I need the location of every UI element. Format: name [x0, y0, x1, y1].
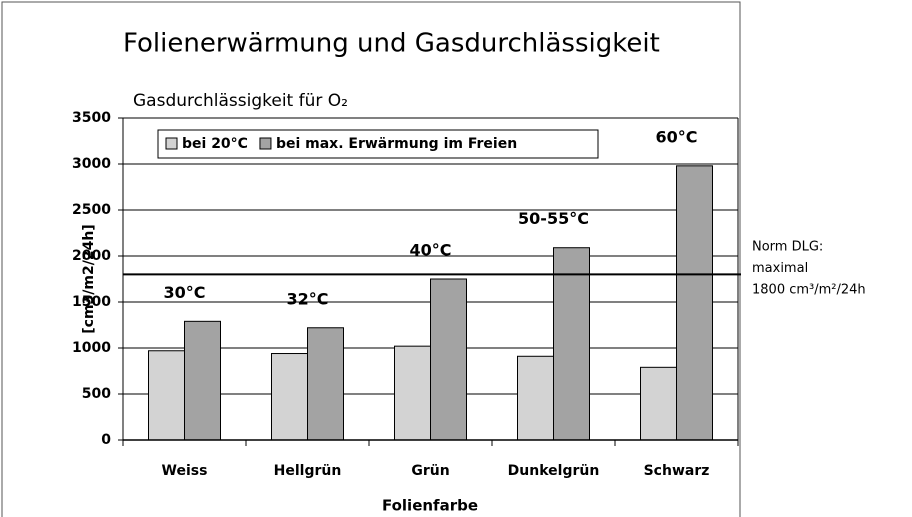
- legend-swatch: [259, 137, 272, 150]
- bar: [676, 165, 713, 441]
- x-tick-label: Weiss: [162, 463, 208, 479]
- legend-box: [157, 129, 599, 159]
- bar-label: 40°C: [409, 241, 451, 260]
- subtitle: Gasdurchlässigkeit für O₂: [133, 91, 348, 111]
- reference-label: 1800 cm³/m²/24h: [752, 283, 866, 298]
- reference-label: Norm DLG:: [752, 240, 823, 255]
- bar: [307, 327, 344, 441]
- bar: [640, 366, 677, 441]
- bar-label: 50-55°C: [518, 209, 589, 228]
- bar: [271, 353, 308, 441]
- x-tick-label: Grün: [411, 463, 449, 479]
- y-axis-label: [cm3/m2/24h]: [81, 224, 97, 333]
- legend-label: bei 20°C: [182, 136, 248, 152]
- y-tick-label: 3500: [72, 110, 111, 126]
- bar-label: 32°C: [286, 289, 328, 308]
- bar-label: 60°C: [655, 127, 697, 146]
- bar-label: 30°C: [163, 283, 205, 302]
- x-tick-label: Schwarz: [644, 463, 710, 479]
- bar: [394, 345, 431, 441]
- chart-frame: [1, 1, 741, 517]
- y-tick-label: 3000: [72, 156, 111, 172]
- y-tick-label: 1000: [72, 340, 111, 356]
- bar: [553, 247, 590, 441]
- y-tick-label: 0: [101, 432, 111, 448]
- y-tick-label: 2500: [72, 202, 111, 218]
- x-tick-label: Hellgrün: [274, 463, 342, 479]
- chart-title: Folienerwärmung und Gasdurchlässigkeit: [123, 29, 660, 59]
- y-tick-label: 1500: [72, 294, 111, 310]
- y-tick-label: 2000: [72, 248, 111, 264]
- x-axis-label: Folienfarbe: [382, 497, 478, 515]
- legend-label: bei max. Erwärmung im Freien: [276, 136, 517, 152]
- x-tick-label: Dunkelgrün: [508, 463, 600, 479]
- bar: [184, 320, 221, 441]
- bar: [148, 350, 185, 441]
- legend-swatch: [165, 137, 178, 150]
- y-tick-label: 500: [82, 386, 111, 402]
- bar: [430, 278, 467, 441]
- reference-label: maximal: [752, 261, 808, 276]
- bar: [517, 355, 554, 441]
